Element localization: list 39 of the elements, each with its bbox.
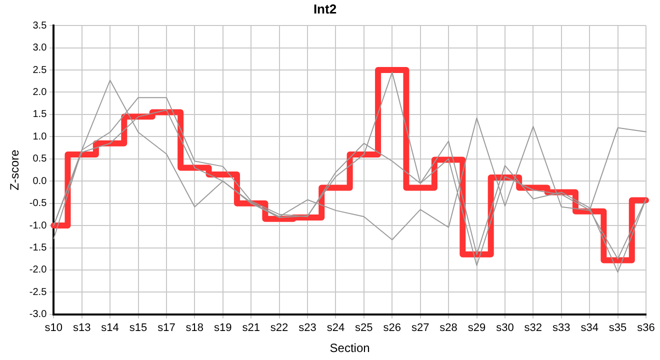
x-tick-label: s14 (101, 322, 119, 334)
x-tick-label: s23 (298, 322, 316, 334)
x-tick-label: s24 (326, 322, 345, 334)
x-tick-label: s34 (580, 322, 598, 334)
x-tick-label: s29 (468, 322, 486, 334)
y-axis-title: Z-score (8, 149, 22, 190)
x-tick-label: s32 (524, 322, 542, 334)
y-tick-label: 3.5 (32, 20, 48, 32)
y-tick-label: -1.5 (29, 242, 48, 254)
x-tick-label: s27 (411, 322, 430, 334)
x-tick-label: s28 (440, 322, 458, 334)
y-tick-label: 2.5 (32, 64, 48, 76)
y-tick-label: -2.5 (29, 286, 48, 298)
x-tick-label: s22 (270, 322, 288, 334)
y-tick-label: 1.5 (32, 109, 48, 120)
y-tick-label: -0.5 (29, 198, 48, 210)
x-tick-label: s10 (44, 322, 63, 334)
chart-title: Int2 (313, 1, 337, 16)
x-tick-label: s13 (72, 322, 91, 334)
y-tick-label: 0.5 (32, 154, 48, 165)
y-tick-label: 0.0 (32, 176, 48, 187)
x-tick-label: s15 (129, 322, 148, 334)
x-tick-label: s18 (186, 322, 204, 334)
y-tick-label: -1.0 (29, 220, 48, 232)
y-tick-label: 2.0 (32, 86, 48, 98)
y-tick-label: -3.0 (29, 309, 48, 320)
x-tick-label: s36 (637, 322, 655, 334)
y-tick-label: -2.0 (29, 264, 48, 276)
x-axis-title: Section (330, 341, 370, 356)
x-tick-label: s30 (496, 322, 514, 334)
y-tick-label: 3.0 (32, 42, 48, 54)
y-tick-label: 1.0 (32, 131, 48, 142)
x-tick-label: s26 (383, 322, 402, 334)
x-tick-label: s17 (158, 322, 176, 334)
x-tick-label: s19 (214, 322, 232, 334)
x-tick-label: s35 (608, 322, 627, 334)
x-tick-label: s25 (355, 322, 373, 334)
x-tick-label: s21 (242, 322, 260, 334)
x-tick-label: s33 (552, 322, 570, 334)
